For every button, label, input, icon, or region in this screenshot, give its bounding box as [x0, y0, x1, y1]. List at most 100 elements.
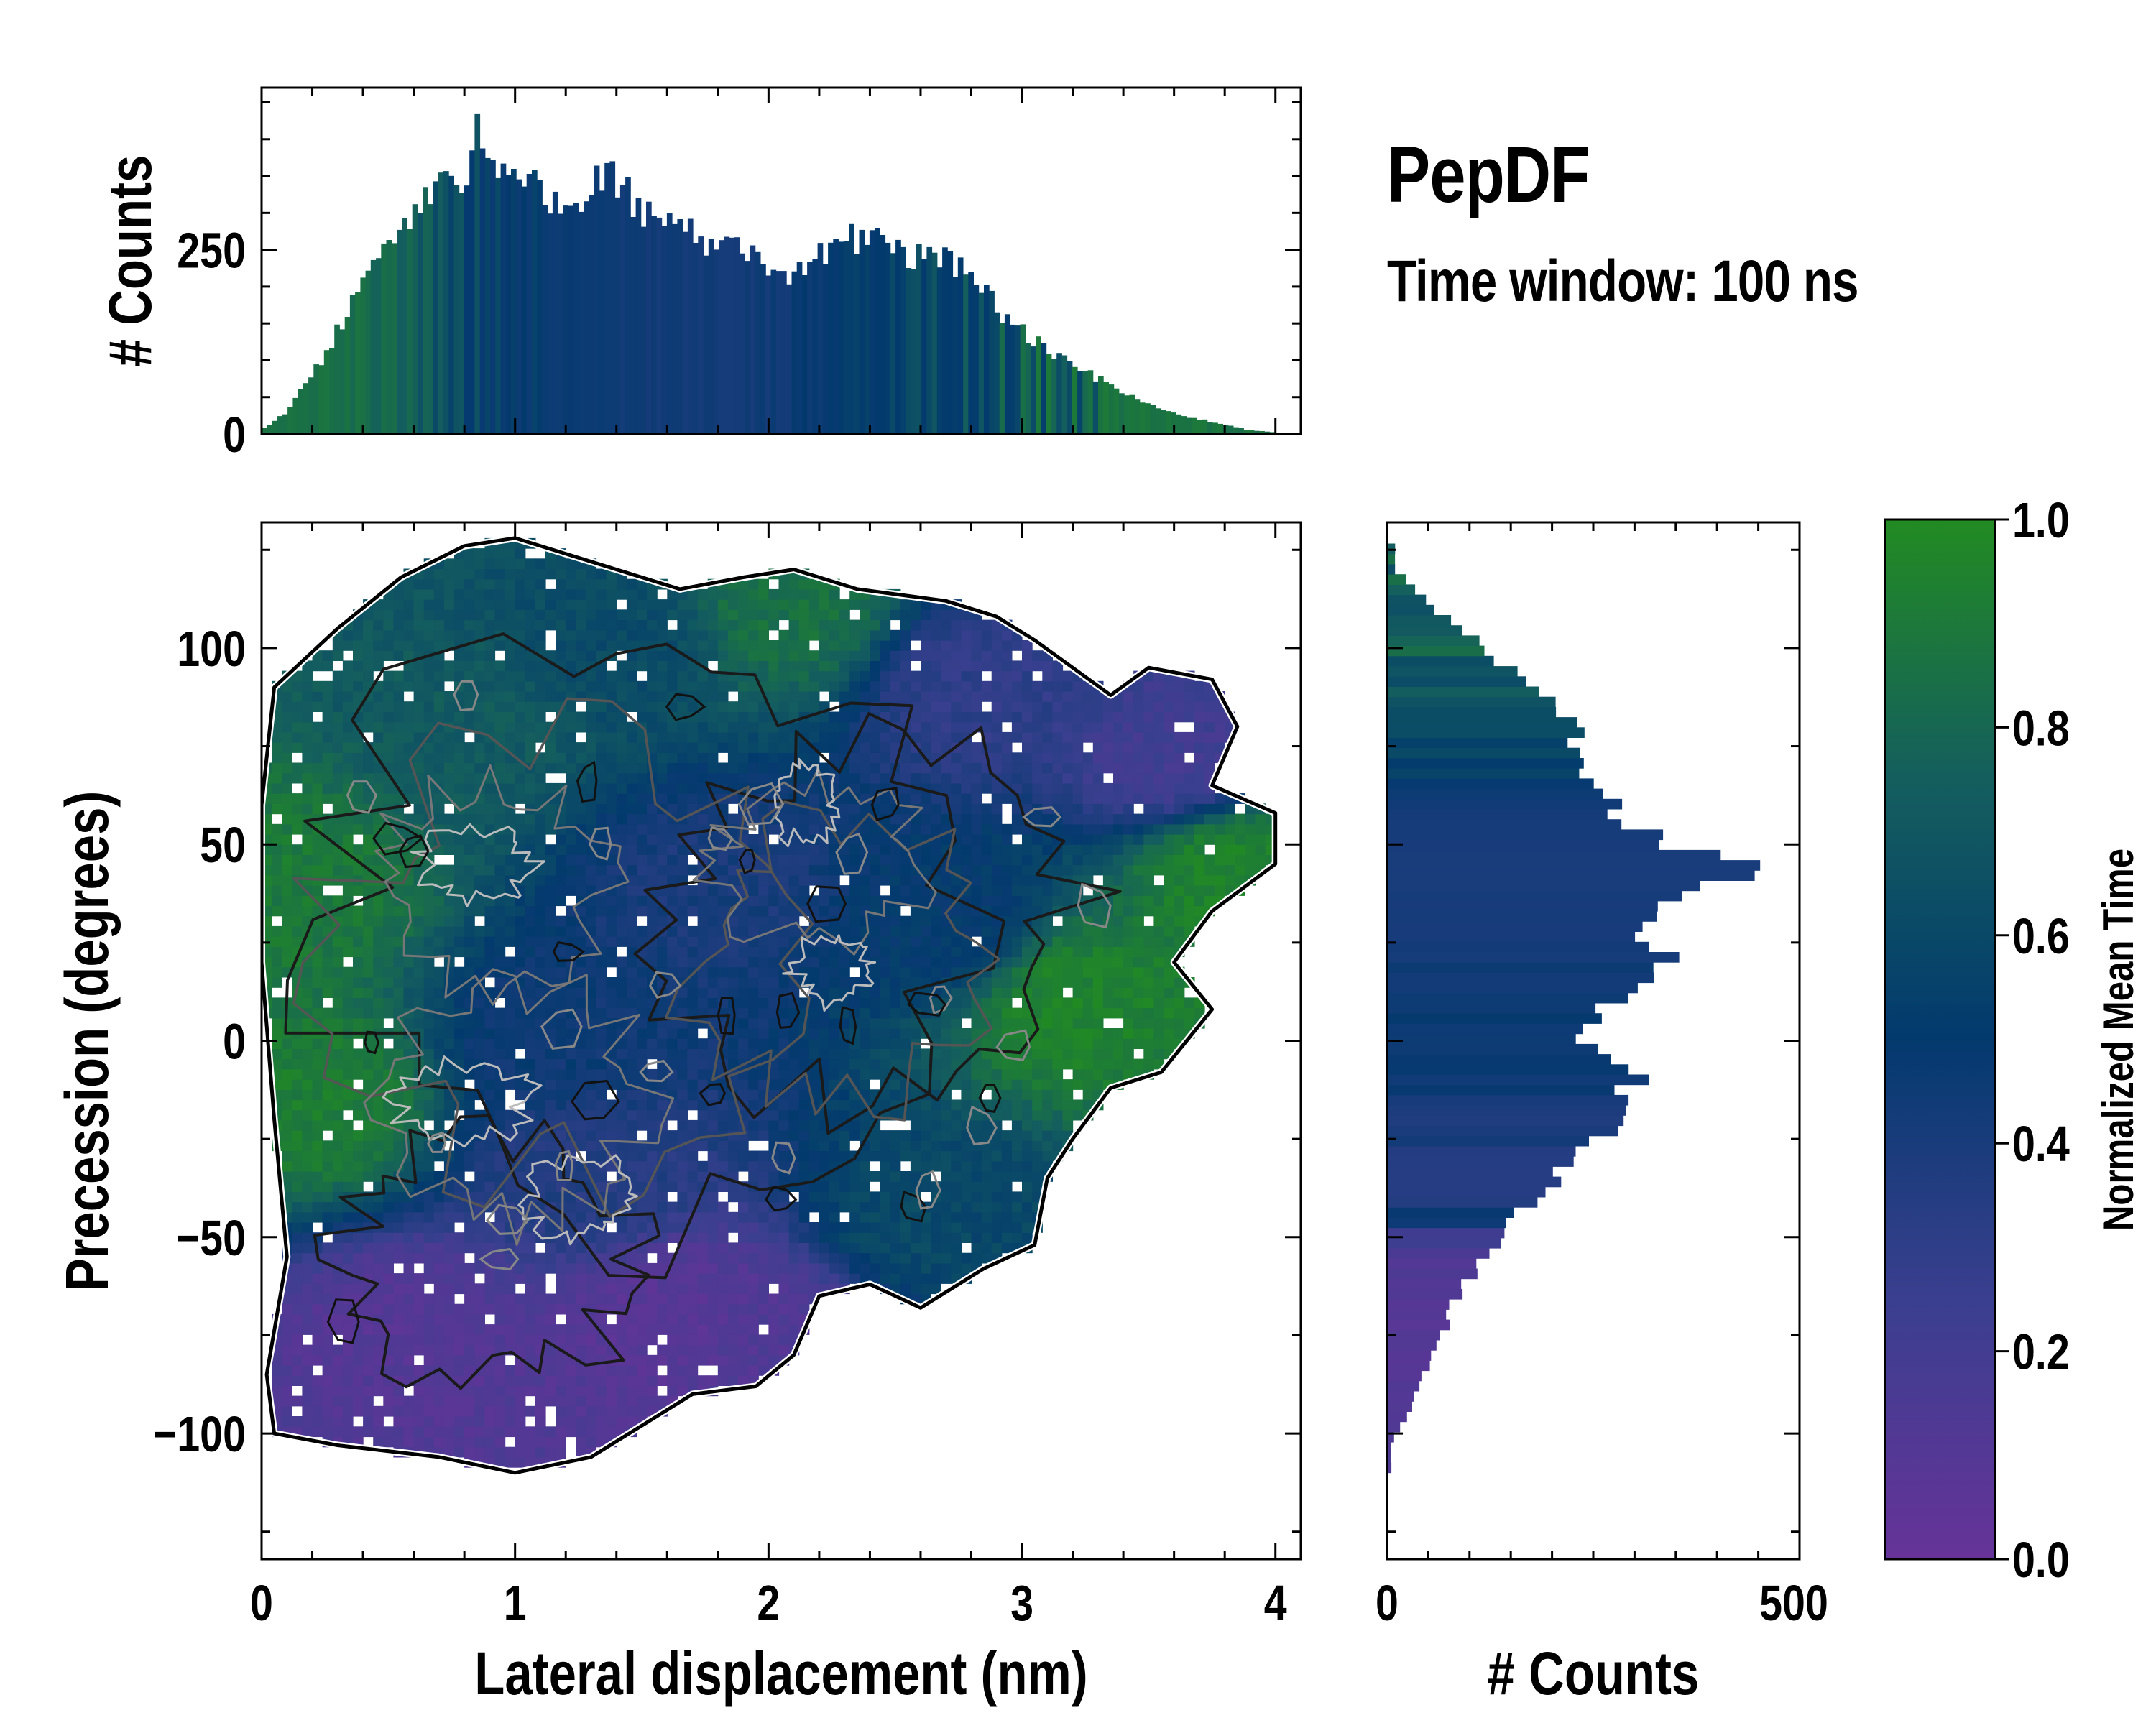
heatmap-cell [373, 1058, 384, 1070]
heatmap-cell [454, 997, 465, 1009]
heatmap-cell [819, 1181, 830, 1192]
heatmap-cell [454, 1344, 465, 1356]
heatmap-cell [363, 844, 374, 855]
heatmap-cell [292, 885, 303, 896]
heatmap-cell [353, 660, 364, 672]
heatmap-cell [738, 1222, 749, 1233]
heatmap-cell [667, 609, 678, 621]
heatmap-cell [494, 1436, 506, 1448]
heatmap-cell [505, 588, 516, 600]
heatmap-cell [788, 1324, 800, 1335]
heatmap-cell [586, 956, 597, 968]
heatmap-cell [576, 854, 586, 866]
heatmap-cell [525, 925, 536, 937]
heatmap-cell [332, 1232, 344, 1243]
heatmap-cell [484, 609, 496, 621]
heatmap-cell [808, 782, 820, 794]
heatmap-cell [494, 1119, 506, 1131]
heatmap-cell [393, 762, 405, 774]
heatmap-cell [900, 599, 911, 610]
heatmap-cell [332, 1038, 344, 1049]
heatmap-cell [849, 670, 860, 682]
heatmap-cell [808, 578, 820, 590]
heatmap-cell [748, 1222, 759, 1233]
heatmap-cell [515, 660, 526, 672]
heatmap-cell [819, 731, 830, 743]
heatmap-cell [626, 1375, 637, 1386]
heatmap-cell [443, 629, 455, 641]
heatmap-cell [778, 915, 790, 927]
heatmap-cell [353, 823, 364, 835]
heatmap-cell [302, 1395, 313, 1407]
heatmap-cell [373, 1344, 384, 1356]
heatmap-cell [433, 701, 445, 712]
heatmap-cell [484, 640, 496, 651]
heatmap-cell [464, 599, 475, 610]
heatmap-cell [403, 1405, 415, 1417]
heatmap-cell [292, 1079, 303, 1090]
heatmap-cell [717, 1201, 729, 1213]
heatmap-cell [910, 834, 921, 845]
heatmap-cell [373, 1334, 384, 1346]
heatmap-cell [312, 721, 323, 733]
heatmap-cell [342, 1017, 354, 1029]
heatmap-cell [596, 1242, 607, 1254]
heatmap-cell [373, 895, 384, 907]
heatmap-cell [545, 1242, 556, 1254]
heatmap-cell [870, 762, 881, 774]
heatmap-cell [515, 1365, 526, 1376]
heatmap-cell [474, 772, 485, 784]
heatmap-cell [606, 752, 617, 764]
heatmap-cell [292, 1395, 303, 1407]
heatmap-cell [880, 1171, 891, 1182]
heatmap-cell [474, 1426, 485, 1438]
heatmap-cell [738, 1048, 749, 1060]
heatmap-cell [443, 1068, 455, 1080]
heatmap-cell [302, 670, 313, 682]
heatmap-cell [413, 1283, 425, 1295]
heatmap-cell [738, 1283, 749, 1295]
heatmap-cell [717, 1181, 729, 1192]
heatmap-cell [556, 1283, 566, 1295]
heatmap-cell [342, 915, 354, 927]
heatmap-cell [302, 864, 313, 876]
heatmap-cell [505, 568, 516, 580]
heatmap-cell [292, 670, 303, 682]
heatmap-cell [393, 915, 405, 927]
heatmap-cell [829, 1262, 840, 1274]
heatmap-cell [393, 650, 405, 661]
heatmap-cell [910, 823, 921, 835]
heatmap-cell [505, 1416, 516, 1427]
heatmap-cell [727, 946, 739, 958]
heatmap-cell [282, 1365, 292, 1376]
heatmap-cell [910, 813, 921, 825]
heatmap-cell [768, 1119, 780, 1131]
heatmap-cell [403, 1426, 415, 1438]
heatmap-cell [576, 1079, 586, 1090]
heatmap-cell [748, 925, 759, 937]
heatmap-cell [282, 1099, 292, 1111]
heatmap-cell [373, 691, 384, 702]
heatmap-cell [576, 1395, 586, 1407]
heatmap-cell [363, 1068, 374, 1080]
heatmap-cell [464, 905, 475, 917]
heatmap-cell [342, 1232, 354, 1243]
heatmap-cell [808, 588, 820, 600]
heatmap-cell [647, 1222, 658, 1233]
heatmap-cell [910, 997, 921, 1009]
heatmap-cell [403, 1252, 415, 1264]
heatmap-cell [778, 1130, 790, 1141]
heatmap-cell [282, 905, 292, 917]
heatmap-cell [423, 997, 435, 1009]
heatmap-cell [464, 1426, 475, 1438]
heatmap-cell [819, 844, 830, 855]
heatmap-cell [880, 925, 891, 937]
heatmap-cell [647, 905, 658, 917]
heatmap-cell [626, 987, 637, 998]
heatmap-cell [454, 946, 465, 958]
heatmap-cell [393, 619, 405, 631]
heatmap-cell [890, 670, 901, 682]
heatmap-cell [454, 1313, 465, 1325]
heatmap-cell [484, 558, 496, 570]
heatmap-cell [342, 997, 354, 1009]
